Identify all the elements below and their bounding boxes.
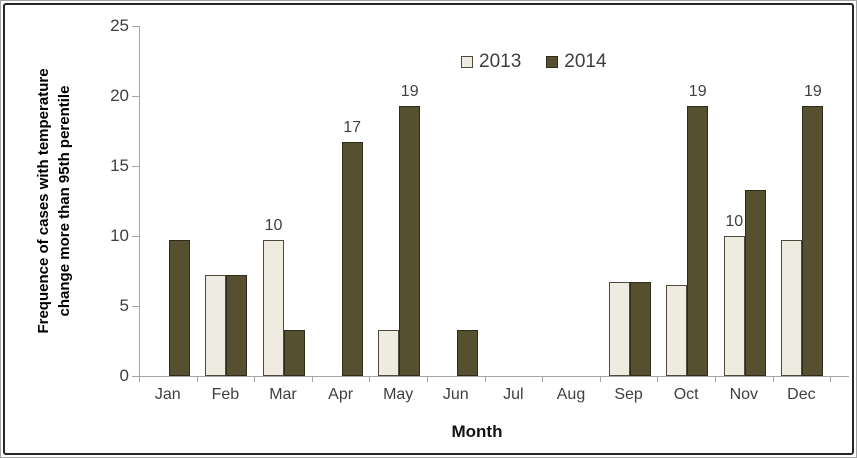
month-label: Jan [154, 386, 181, 403]
y-axis-title-line-1: Frequence of cases with temperature [35, 68, 52, 334]
plot-area: 10 17 19 19 10 19 [139, 26, 849, 377]
legend-item-2013: 2013 [461, 51, 521, 73]
bar-2014-Apr [341, 142, 363, 376]
legend-swatch-2013 [461, 56, 473, 68]
x-axis-tick [657, 377, 659, 382]
bar-value-label: 10 [725, 213, 744, 230]
y-tick-label: 10 [110, 226, 129, 245]
x-axis-tick [254, 377, 256, 382]
legend-label-2014: 2014 [564, 51, 607, 72]
y-axis-tick [132, 96, 139, 97]
x-axis-title: Month [451, 422, 503, 441]
bar-2014-Nov [744, 189, 766, 376]
month-label: Feb [211, 386, 240, 403]
y-axis-tick [132, 376, 139, 377]
bar-2014-Jun [456, 329, 478, 376]
month-label: Jun [442, 386, 469, 403]
x-axis-tick [196, 377, 198, 382]
month-label: Aug [556, 386, 586, 403]
bar-2014-Sep [629, 282, 651, 376]
y-tick-label: 0 [119, 366, 129, 385]
month-label: Jul [503, 386, 524, 403]
bar-2013-Oct [666, 285, 688, 376]
month-label: Sep [614, 386, 643, 403]
x-axis-tick [311, 377, 313, 382]
month-label: Apr [328, 386, 354, 403]
x-axis-tick [369, 377, 371, 382]
y-tick-label: 5 [119, 296, 129, 315]
x-axis-tick [427, 377, 428, 382]
y-axis-tick [132, 26, 139, 27]
bar-2014-Dec [802, 105, 824, 376]
y-axis-tick [132, 236, 139, 237]
bar-2014-Mar [284, 329, 305, 376]
legend-swatch-2014 [546, 56, 559, 68]
x-axis-tick [830, 377, 832, 382]
y-axis-tick [132, 166, 139, 167]
bar-value-label: 10 [264, 217, 283, 235]
bar-value-label: 17 [343, 119, 361, 137]
bar-value-label: 19 [803, 82, 822, 100]
month-label: Dec [787, 386, 816, 403]
bar-2013-Sep [608, 282, 630, 376]
month-label: Nov [729, 386, 759, 403]
bar-2013-Nov [723, 236, 745, 376]
x-axis-tick [772, 377, 774, 382]
bar-2014-Jan [168, 240, 190, 376]
x-axis-tick [715, 377, 716, 382]
bar-value-label: 19 [400, 82, 419, 100]
x-axis-tick [542, 377, 544, 382]
month-label: Oct [673, 386, 699, 403]
month-label: Mar [269, 386, 297, 403]
x-axis-tick [484, 377, 486, 382]
y-tick-label: 15 [110, 156, 129, 175]
y-axis-tick [132, 306, 139, 307]
y-tick-label: 20 [110, 86, 129, 105]
x-axis-tick [599, 377, 601, 382]
bar-2013-Mar [263, 240, 284, 376]
bar-2013-Feb [205, 275, 227, 376]
x-axis-tick [139, 377, 140, 382]
month-label: May [383, 386, 414, 403]
legend-item-2014: 2014 [546, 51, 607, 73]
y-tick-label: 25 [110, 16, 129, 35]
bar-2013-May [378, 329, 400, 376]
bar-2013-Dec [781, 240, 803, 376]
legend-label-2013: 2013 [479, 51, 522, 72]
y-axis-title: Frequence of cases with temperature chan… [33, 1, 75, 401]
bar-value-label: 19 [688, 82, 707, 100]
bar-2014-Feb [226, 275, 248, 376]
bar-2014-May [399, 105, 421, 376]
bar-2014-Oct [687, 105, 709, 376]
legend: 2013 2014 [461, 51, 607, 73]
y-axis-title-line-2: change more than 95th perentile [56, 85, 73, 317]
